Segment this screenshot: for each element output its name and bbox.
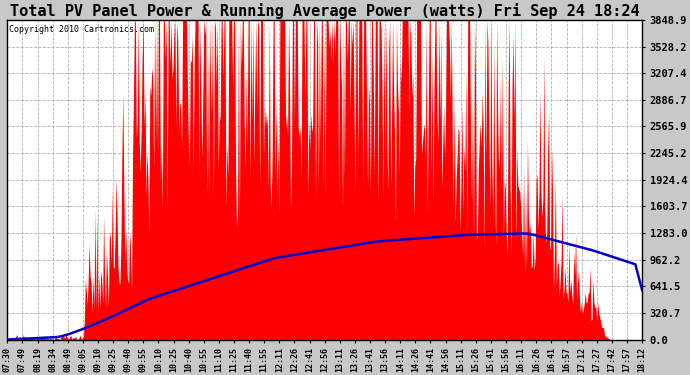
Text: Copyright 2010 Cartronics.com: Copyright 2010 Cartronics.com [8,25,154,34]
Title: Total PV Panel Power & Running Average Power (watts) Fri Sep 24 18:24: Total PV Panel Power & Running Average P… [10,3,640,19]
